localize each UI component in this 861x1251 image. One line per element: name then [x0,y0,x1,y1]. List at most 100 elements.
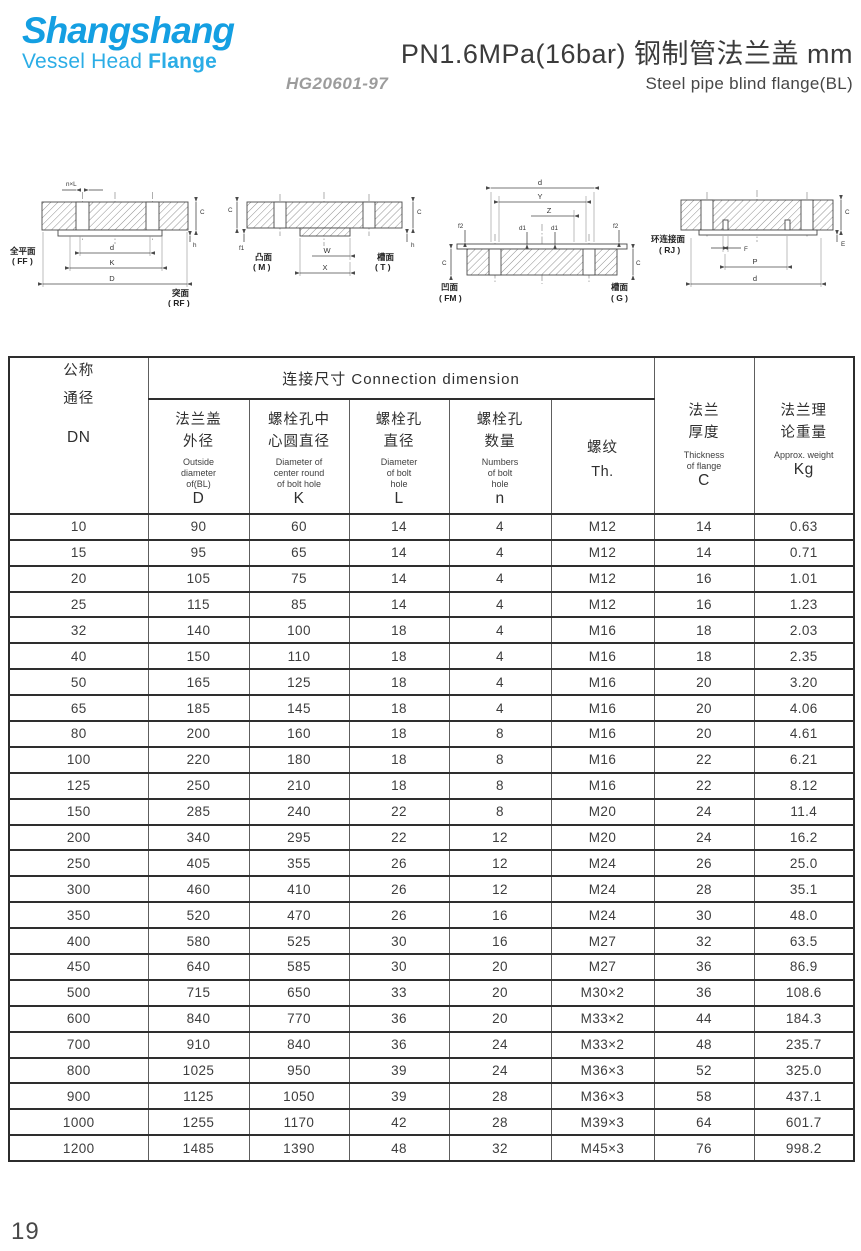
table-row: 700 910 840 36 24 M33×2 48 235.7 [8,1030,854,1058]
group-header-label: 连接尺寸 Connection dimension [282,370,520,388]
table-cell: 20 [448,952,551,980]
table-cell: 16 [653,564,754,592]
table-cell: 640 [147,952,249,980]
tagline-bold: Flange [148,50,218,73]
col-header-c: 法兰 厚度 Thickness of flange C [653,356,754,514]
standard-code: HG20601-97 [286,74,389,93]
company-logo: Shangshang Vessel Head Flange [8,10,276,74]
col-c-en: Thickness of flange [683,449,725,471]
label-rj-code: ( RJ ) [659,245,680,255]
table-cell: 48 [348,1134,449,1162]
table-cell: 12 [448,875,551,903]
table-row: 200 340 295 22 12 M20 24 16.2 [8,823,854,851]
table-cell: 1485 [147,1134,249,1162]
table-cell: M45×3 [550,1134,654,1162]
dim-d4-label: d [753,274,757,283]
table-cell: 180 [248,745,349,773]
table-cell: 12 [448,849,551,877]
table-cell: 22 [653,745,754,773]
label-m-name: 凸面 [255,252,273,262]
table-cell: 28 [448,1082,551,1110]
table-cell: 48 [653,1030,754,1058]
table-cell: 14 [653,512,754,540]
table-row: 80 200 160 18 8 M16 20 4.61 [8,719,854,747]
table-cell: 0.71 [753,538,854,566]
table-cell: 200 [147,719,249,747]
table-cell: 14 [348,590,449,618]
table-cell: 200 [8,823,148,851]
table-cell: M33×2 [550,1030,654,1058]
spec-table-header: 公称 通径 DN 连接尺寸 Connection dimension 法兰 厚度… [8,356,854,514]
catalog-page: Shangshang Vessel Head Flange PN1.6MPa(1… [8,10,855,1245]
table-cell: 150 [8,797,148,825]
table-row: 65 185 145 18 4 M16 20 4.06 [8,694,854,721]
col-c-sym: C [698,471,710,489]
dim-y-label: Y [537,192,542,201]
table-cell: 16 [448,927,551,954]
table-row: 1200 1485 1390 48 32 M45×3 76 998.2 [8,1134,854,1162]
dim-w-label: W [323,246,331,255]
col-c-zh: 法兰 厚度 [688,403,720,442]
table-cell: M20 [550,797,654,825]
table-cell: 20 [8,564,148,592]
col-l-en: Diameter of bolt hole [380,456,418,489]
table-cell: 2.35 [753,642,854,670]
col-header-dn: 公称 通径 DN [8,356,148,514]
table-cell: 350 [8,901,148,929]
col-n-zh: 螺栓孔 数量 [476,412,524,451]
table-row: 40 150 110 18 4 M16 18 2.35 [8,642,854,670]
table-cell: 10 [8,512,148,540]
table-cell: 650 [248,978,349,1006]
table-cell: 325.0 [753,1056,854,1084]
table-cell: 63.5 [753,927,854,954]
table-cell: 24 [653,797,754,825]
table-cell: 25.0 [753,849,854,877]
table-cell: 185 [147,694,249,721]
table-cell: 4.61 [753,719,854,747]
spec-table-body: 10 90 60 14 4 M12 14 0.63 15 95 65 14 4 M12 14 0.71 20 10… [8,512,854,1162]
table-cell: 100 [248,616,349,644]
dim-k-label: K [109,258,114,267]
table-cell: 16 [653,590,754,618]
dim-f1-label: f1 [239,245,245,252]
table-cell: 18 [653,616,754,644]
table-cell: 165 [147,668,249,696]
table-cell: 601.7 [753,1108,854,1136]
label-g-name: 槽面 [611,282,629,292]
table-row: 400 580 525 30 16 M27 32 63.5 [8,927,854,954]
table-row: 15 95 65 14 4 M12 14 0.71 [8,538,854,566]
col-header-kg: 法兰理 论重量 Approx. weight Kg [753,356,854,514]
drawing-fm-g: d Y Z f2 d1 d1 f2 [439,172,644,307]
col-k-zh: 螺栓孔中 心圆直径 [268,412,330,451]
dim-d-label: d [110,243,114,252]
table-cell: 58 [653,1082,754,1110]
table-cell: M33×2 [550,1004,654,1032]
subtitle-english: Steel pipe blind flange(BL) [645,74,853,93]
label-ff-code: ( FF ) [12,256,33,266]
table-row: 1000 1255 1170 42 28 M39×3 64 601.7 [8,1108,854,1136]
table-cell: 110 [248,642,349,670]
table-cell: 60 [248,512,349,540]
table-cell: M16 [550,745,654,773]
table-cell: 39 [348,1056,449,1084]
table-cell: 16 [448,901,551,929]
table-cell: 18 [348,771,449,799]
table-cell: 580 [147,927,249,954]
table-cell: M16 [550,642,654,670]
table-cell: M16 [550,771,654,799]
table-cell: 8 [448,771,551,799]
dim-c3-right-label: C [636,260,641,267]
table-cell: 30 [653,901,754,929]
table-cell: 125 [8,771,148,799]
table-row: 450 640 585 30 20 M27 36 86.9 [8,952,854,980]
col-k-en: Diameter of center round of bolt hole [273,456,325,489]
dim-c-left-label: C [228,207,233,214]
table-cell: 6.21 [753,745,854,773]
label-m-code: ( M ) [253,262,271,272]
table-row: 125 250 210 18 8 M16 22 8.12 [8,771,854,799]
table-cell: 32 [448,1134,551,1162]
col-header-d: 法兰盖 外径 Outside diameter of(BL) D [147,398,249,514]
table-cell: M12 [550,590,654,618]
table-cell: 1.01 [753,564,854,592]
table-cell: 24 [448,1030,551,1058]
